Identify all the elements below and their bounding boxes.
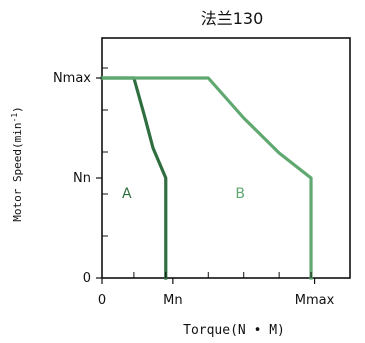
x-tick-label: Mn <box>163 293 182 308</box>
x-tick-label: Mmax <box>295 293 335 308</box>
y-axis: 0 Nn Nmax <box>53 67 108 286</box>
y-tick-label: 0 <box>83 271 91 286</box>
x-axis-label: Torque(N • M) <box>183 323 285 338</box>
series-line-b <box>100 76 313 280</box>
series-line-a <box>100 76 168 280</box>
y-tick-label: Nmax <box>53 71 91 86</box>
series-label-b: B <box>235 186 245 202</box>
y-tick-label: Nn <box>73 171 91 186</box>
x-axis: 0 Mn Mmax <box>98 272 335 308</box>
chart-title: 法兰130 <box>201 9 264 28</box>
x-tick-label: 0 <box>98 293 106 308</box>
series-label-a: A <box>122 186 132 202</box>
y-axis-label: Motor Speed(min-1) <box>10 106 24 222</box>
plot-frame <box>101 37 351 279</box>
